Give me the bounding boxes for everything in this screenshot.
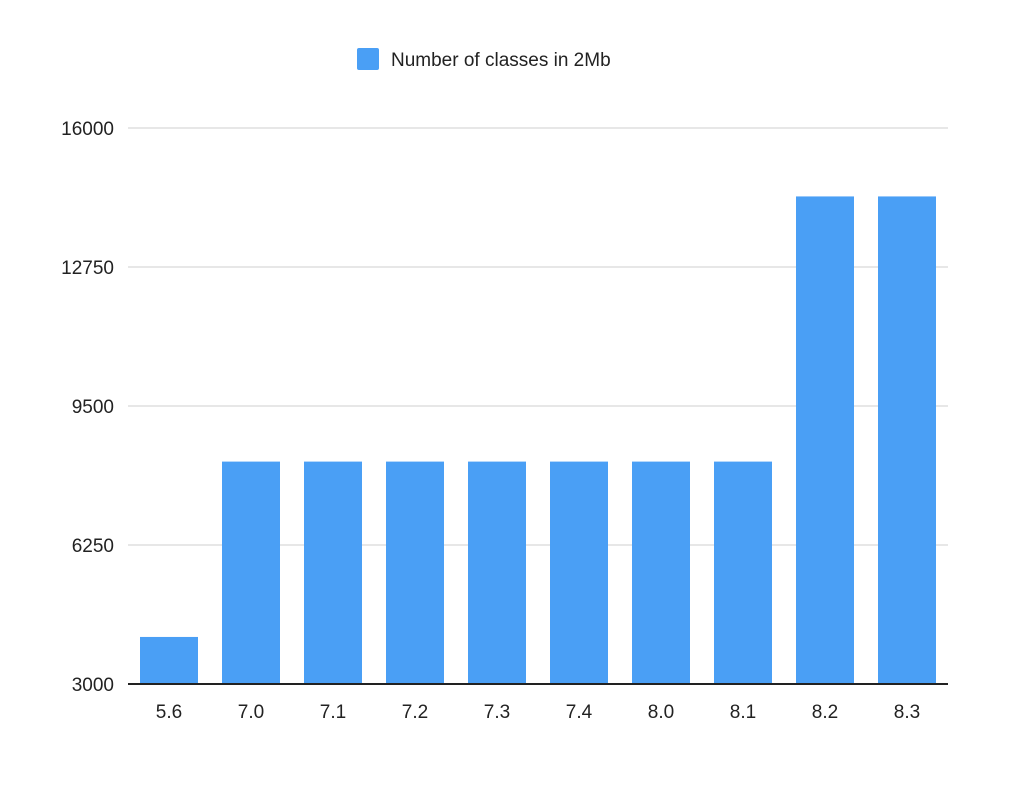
x-tick-label: 7.1 — [320, 702, 346, 723]
bar-8-0 — [632, 461, 690, 684]
y-tick-label: 16000 — [61, 119, 114, 140]
x-tick-label: 7.3 — [484, 702, 510, 723]
y-tick-label: 12750 — [61, 258, 114, 279]
bars — [140, 196, 936, 684]
y-tick-label: 3000 — [72, 675, 114, 696]
bar-8-1 — [714, 461, 772, 684]
bar-7-0 — [222, 461, 280, 684]
legend-swatch — [357, 48, 379, 70]
bar-8-3 — [878, 196, 936, 684]
x-tick-label: 8.2 — [812, 702, 838, 723]
x-tick-label: 8.1 — [730, 702, 756, 723]
y-tick-label: 6250 — [72, 536, 114, 557]
x-tick-label: 7.0 — [238, 702, 264, 723]
x-tick-label: 5.6 — [156, 702, 182, 723]
y-tick-label: 9500 — [72, 397, 114, 418]
legend: Number of classes in 2Mb — [357, 48, 611, 71]
y-axis-tick-labels: 3000 6250 9500 12750 16000 — [61, 119, 114, 696]
x-tick-label: 8.0 — [648, 702, 674, 723]
bar-7-1 — [304, 461, 362, 684]
bar-7-2 — [386, 461, 444, 684]
x-tick-label: 8.3 — [894, 702, 920, 723]
x-tick-label: 7.4 — [566, 702, 593, 723]
bar-8-2 — [796, 196, 854, 684]
x-tick-label: 7.2 — [402, 702, 428, 723]
bar-5-6 — [140, 636, 198, 684]
bar-7-4 — [550, 461, 608, 684]
legend-label: Number of classes in 2Mb — [391, 50, 611, 71]
x-axis-tick-labels: 5.6 7.0 7.1 7.2 7.3 7.4 8.0 8.1 8.2 8.3 — [156, 702, 920, 723]
bar-7-3 — [468, 461, 526, 684]
